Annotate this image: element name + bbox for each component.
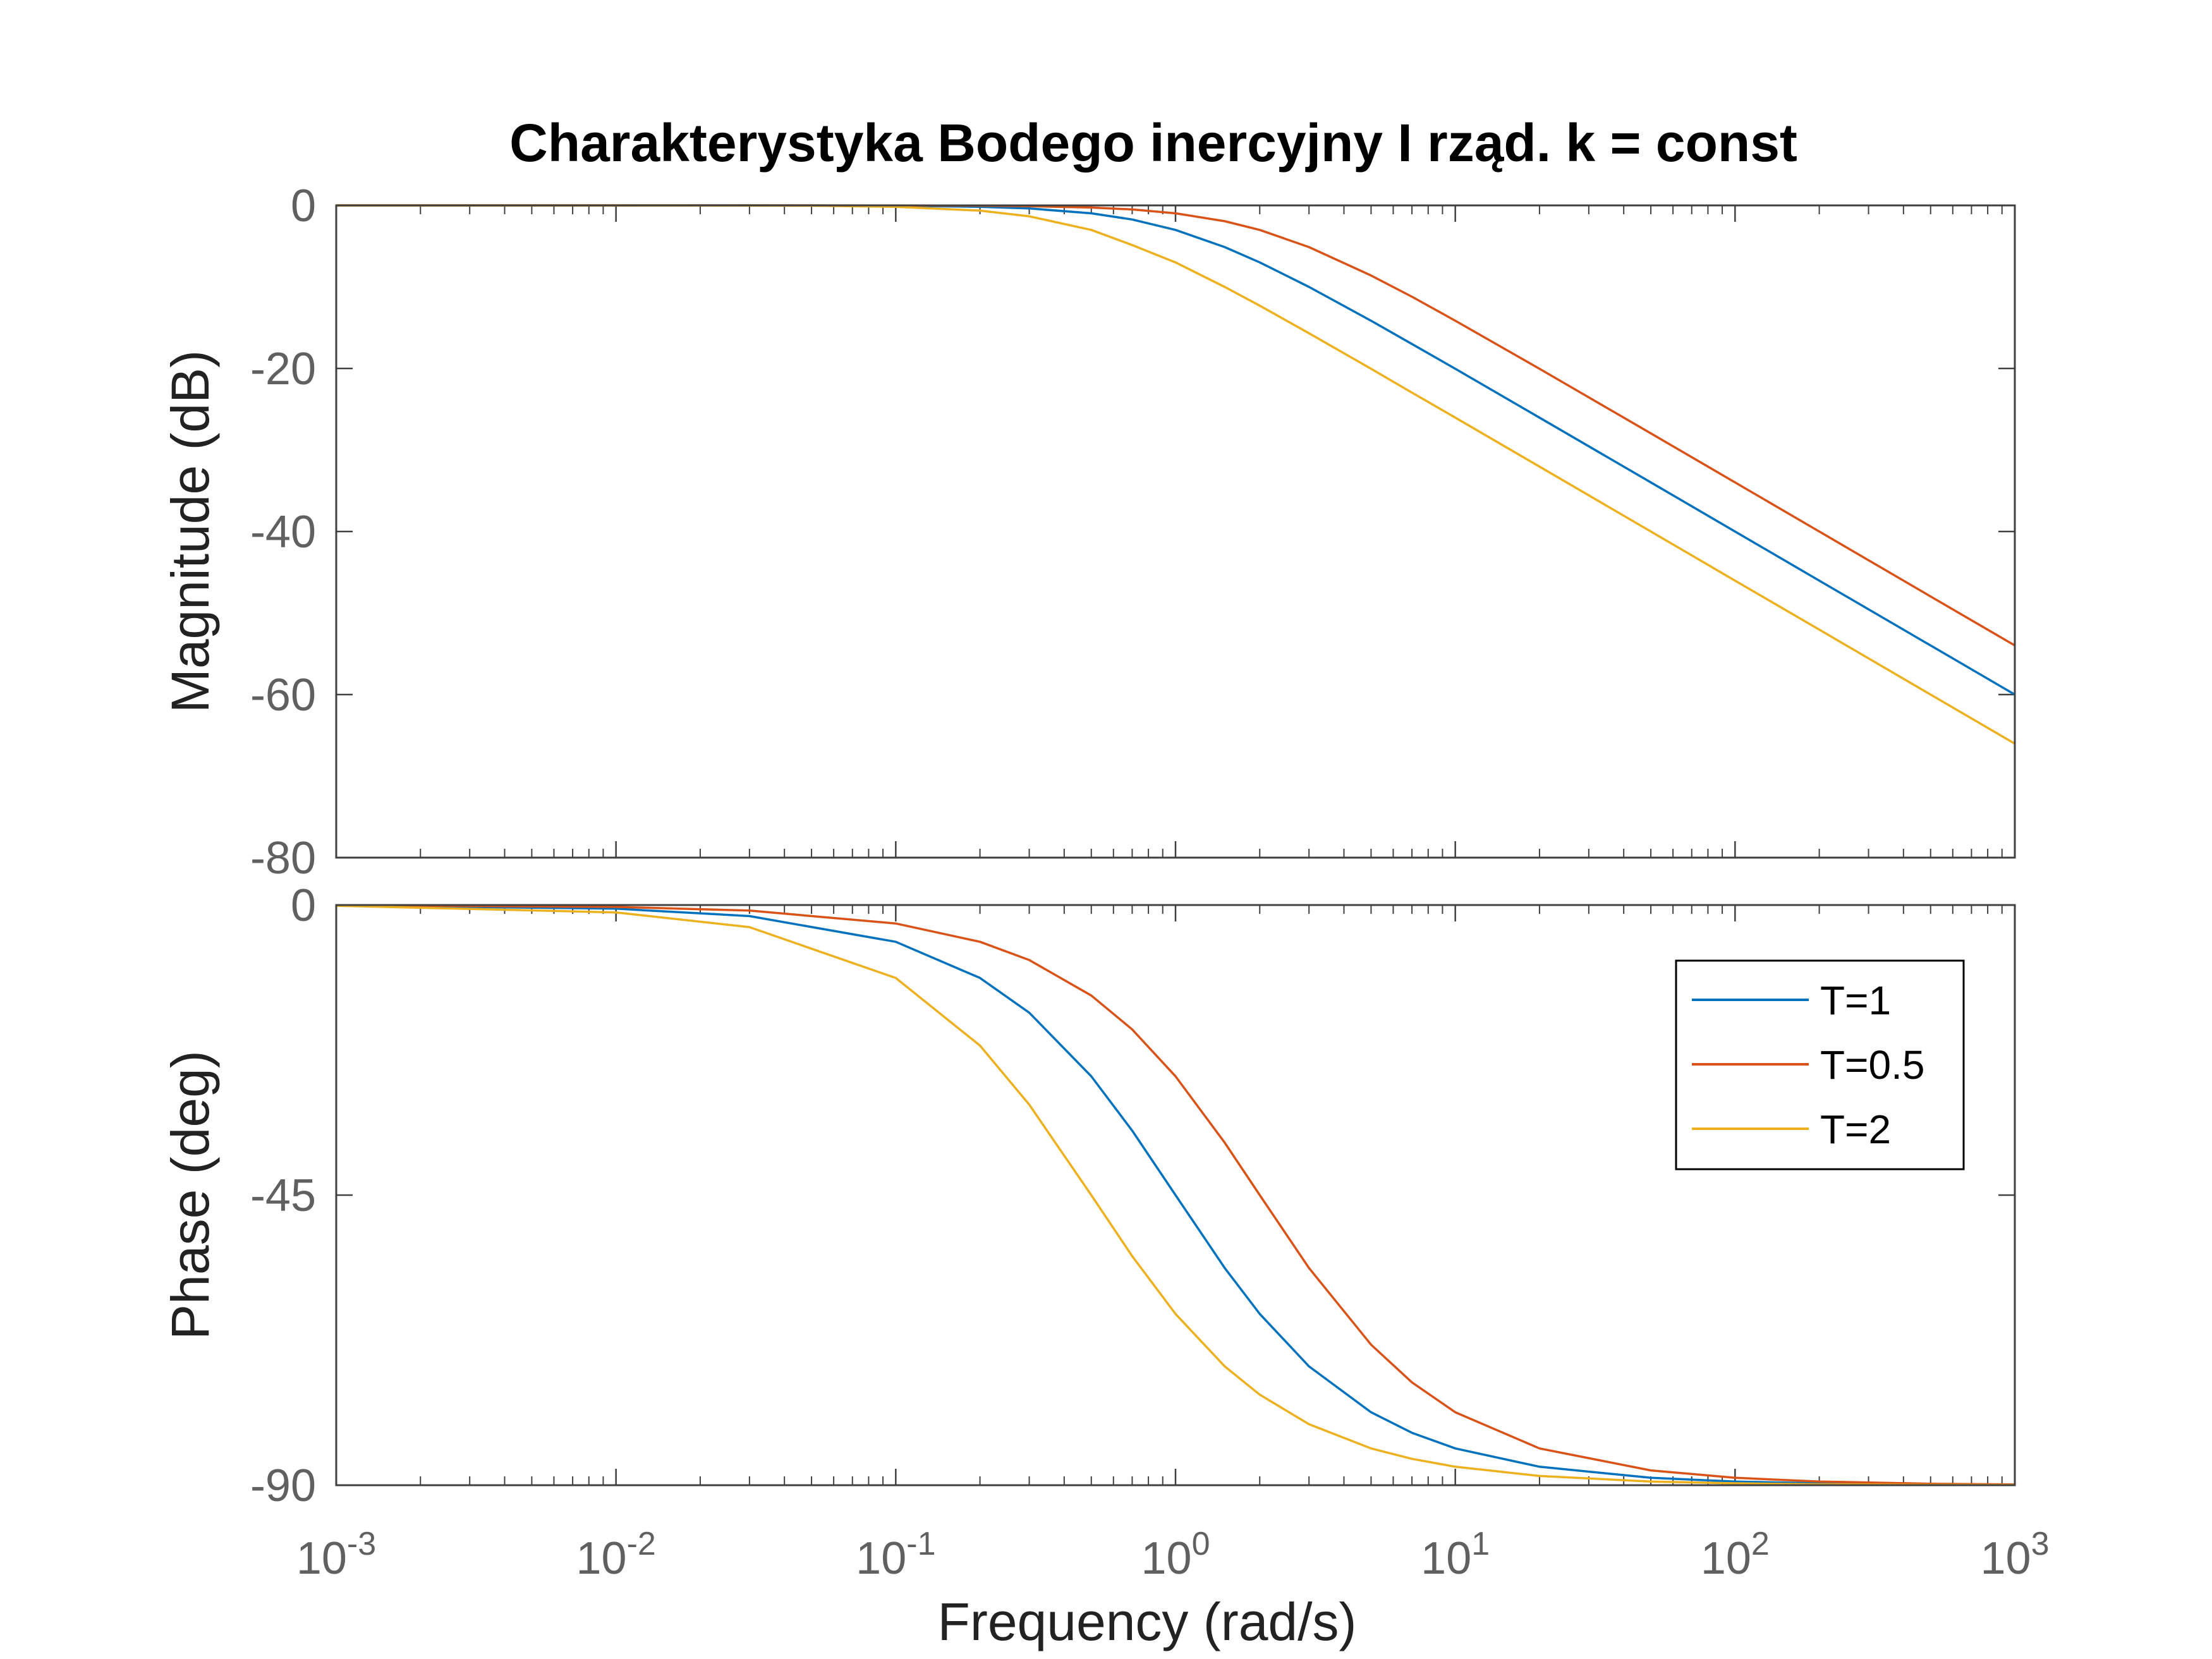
legend: T=1 T=0.5 T=2 [1675,959,1965,1170]
series-line-magnitude-2 [336,204,2015,745]
y-tick-label: -90 [250,1461,316,1511]
legend-label: T=1 [1820,978,1891,1023]
x-tick-labels: 10-3 10-2 10-1 100 101 102 103 [296,1526,2050,1584]
magnitude-panel: 0 -20 -40 -60 -80 Magnitude (dB) [161,181,2016,884]
x-axis-label: Frequency (rad/s) [938,1592,1357,1651]
legend-label: T=2 [1820,1107,1891,1152]
chart-title: Charakterystyka Bodego inercyjny I rząd.… [509,113,1797,173]
x-tick-label: 10-3 [296,1526,376,1584]
y-tick-label: -20 [250,344,316,394]
x-tick-label: 101 [1421,1526,1490,1584]
plot-frame [335,204,2016,859]
plot-frame [335,904,2016,1486]
y-tick-label: -45 [250,1170,316,1221]
x-tick-label: 102 [1701,1526,1770,1584]
y-tick-label: 0 [291,880,316,931]
series-line-phase-1 [336,904,2015,1486]
x-tick-label: 100 [1141,1526,1210,1584]
y-tick-label: -80 [250,833,316,884]
y-tick-label: 0 [291,181,316,231]
x-tick-label: 10-2 [576,1526,655,1584]
series-line-phase-2 [336,904,2015,1486]
series-line-phase-0 [336,904,2015,1486]
y-tick-label: -60 [250,670,316,720]
y-axis-label: Magnitude (dB) [161,350,220,713]
x-tick-label: 103 [1980,1526,2049,1584]
phase-panel: 0 -45 -90 Phase (deg) [161,880,2016,1511]
x-tick-label: 10-1 [856,1526,935,1584]
y-tick-label: -40 [250,507,316,557]
y-axis-label: Phase (deg) [161,1050,220,1340]
legend-label: T=0.5 [1820,1042,1924,1088]
